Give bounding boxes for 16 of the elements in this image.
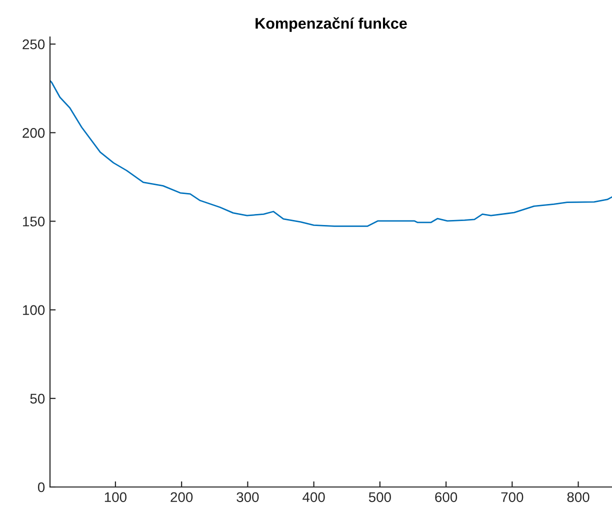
x-tick-label: 100 <box>104 492 126 502</box>
x-tick-label: 200 <box>170 492 193 502</box>
y-tick-label: 100 <box>23 305 45 316</box>
y-tick-label: 0 <box>38 482 45 492</box>
x-tick-label: 700 <box>501 492 524 502</box>
y-tick-label: 200 <box>22 128 45 138</box>
y-tick-label: 250 <box>22 39 45 50</box>
x-tick-label: 400 <box>302 492 325 502</box>
x-tick-label: 800 <box>567 492 590 502</box>
x-tick-label: 500 <box>368 492 391 502</box>
x-tick-label: 300 <box>236 492 259 502</box>
x-tick-label: 600 <box>435 492 458 502</box>
line-series <box>50 80 612 227</box>
y-tick-label: 150 <box>23 216 45 226</box>
y-tick-label: 50 <box>30 394 45 404</box>
chart-title: Kompenzační funkce <box>256 17 407 32</box>
